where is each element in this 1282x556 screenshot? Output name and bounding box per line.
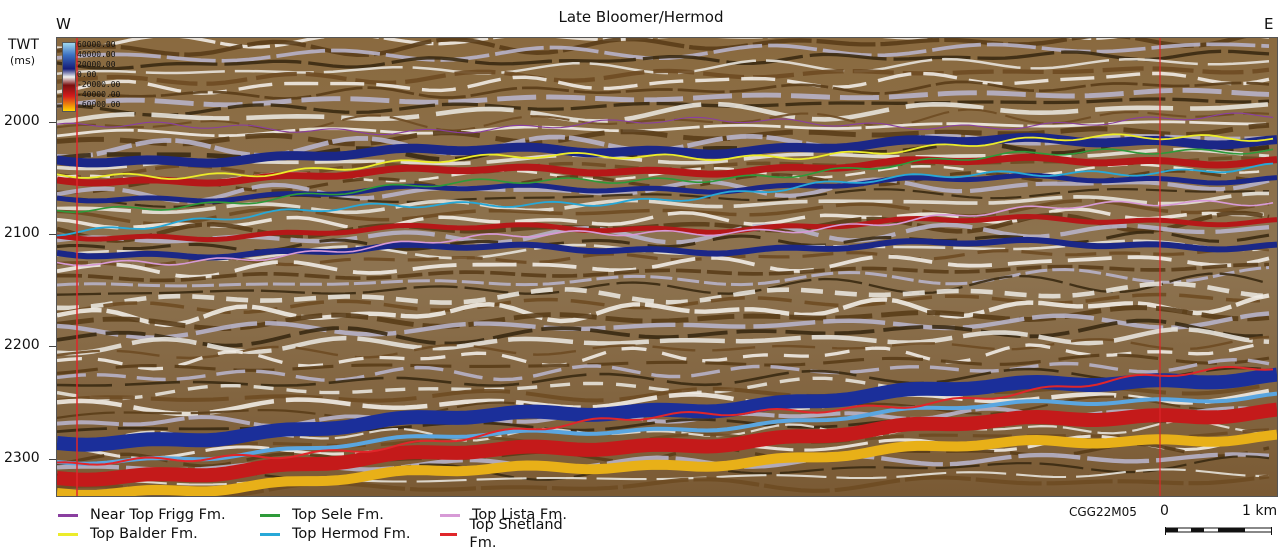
seismic-line-code: CGG22M05 bbox=[1069, 505, 1137, 519]
legend-label: Near Top Frigg Fm. bbox=[90, 507, 226, 523]
legend-item-top-hermod: Top Hermod Fm. bbox=[260, 525, 411, 543]
legend-label: Top Shetland Fm. bbox=[469, 517, 563, 551]
legend-swatch bbox=[58, 532, 78, 536]
figure-title: Late Bloomer/Hermod bbox=[558, 8, 724, 26]
y-tick-mark bbox=[49, 122, 56, 123]
legend-swatch bbox=[58, 513, 78, 517]
y-axis-unit: (ms) bbox=[10, 54, 36, 67]
legend-swatch bbox=[440, 513, 460, 517]
y-tick-mark bbox=[49, 234, 56, 235]
colorbar-label: -40000.00 bbox=[77, 90, 121, 99]
legend-item-top-shetland: Top Shetland Fm. bbox=[440, 517, 578, 551]
scale-bar-graphic bbox=[1164, 527, 1273, 535]
y-tick-mark bbox=[49, 459, 56, 460]
amplitude-colorbar: 60000.00 40000.00 20000.00 0.00 -20000.0… bbox=[62, 41, 120, 112]
y-tick-label: 2000 bbox=[4, 113, 40, 129]
legend-swatch bbox=[260, 532, 280, 536]
legend-swatch bbox=[440, 532, 458, 536]
legend-swatch bbox=[260, 513, 280, 517]
horizon-trace bbox=[57, 112, 1274, 136]
legend-item-near-top-frigg: Near Top Frigg Fm. bbox=[58, 506, 226, 524]
colorbar-label: 40000.00 bbox=[77, 50, 116, 59]
seismic-section[interactable]: 60000.00 40000.00 20000.00 0.00 -20000.0… bbox=[56, 37, 1278, 497]
colorbar-gradient bbox=[62, 42, 76, 112]
y-tick-mark bbox=[49, 346, 56, 347]
legend-label: Top Lista Fm. bbox=[472, 507, 567, 523]
east-label: E bbox=[1264, 15, 1274, 33]
horizon-trace bbox=[57, 148, 1274, 214]
legend-label: Top Balder Fm. bbox=[90, 526, 198, 542]
legend-item-top-balder: Top Balder Fm. bbox=[58, 525, 198, 543]
y-tick-label: 2300 bbox=[4, 450, 40, 466]
horizon-trace bbox=[57, 162, 1274, 237]
colorbar-label: 0.00 bbox=[77, 70, 97, 79]
west-label: W bbox=[56, 15, 71, 33]
y-tick-label: 2100 bbox=[4, 225, 40, 241]
colorbar-label: -20000.00 bbox=[77, 80, 121, 89]
scale-bar-start-label: 0 bbox=[1160, 503, 1169, 519]
colorbar-label: -60000.00 bbox=[77, 100, 121, 109]
horizon-trace bbox=[57, 199, 1274, 267]
horizon-trace bbox=[57, 133, 1274, 180]
y-axis-label: TWT bbox=[8, 37, 39, 53]
scale-bar bbox=[1164, 520, 1273, 535]
seismic-image bbox=[57, 38, 1277, 496]
legend-label: Top Sele Fm. bbox=[292, 507, 384, 523]
legend-item-top-sele: Top Sele Fm. bbox=[260, 506, 384, 524]
legend-label: Top Hermod Fm. bbox=[292, 526, 411, 542]
scale-bar-end-label: 1 km bbox=[1242, 503, 1278, 519]
legend-item-top-lista: Top Lista Fm. bbox=[440, 506, 567, 524]
y-tick-label: 2200 bbox=[4, 337, 40, 353]
horizon-trace bbox=[57, 366, 1274, 466]
colorbar-label: 20000.00 bbox=[77, 60, 116, 69]
colorbar-label: 60000.00 bbox=[77, 40, 116, 49]
